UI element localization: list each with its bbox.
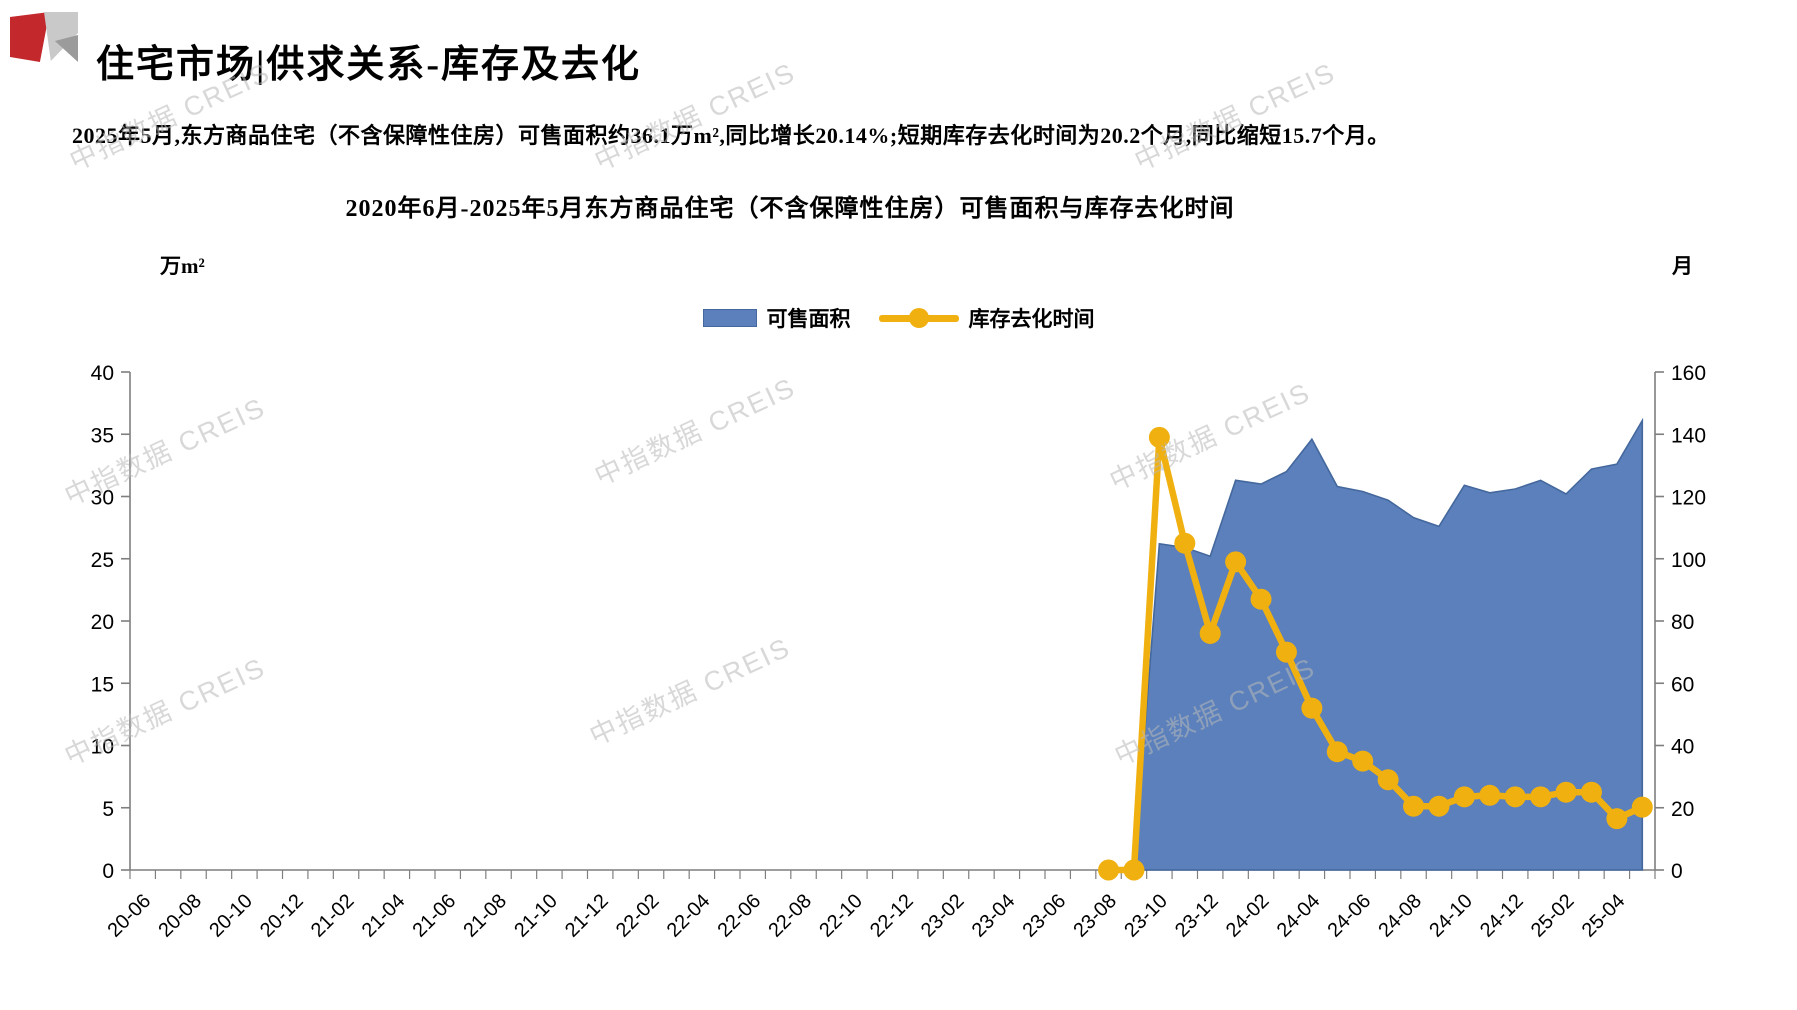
right-axis-tick-label: 20 [1671,798,1694,821]
line-legend-label: 库存去化时间 [968,307,1095,331]
data-point [1098,859,1120,881]
x-axis-tick-label: 22-04 [663,890,715,942]
x-axis-tick-label: 20-06 [104,890,156,942]
x-axis-tick-label: 21-06 [409,890,461,942]
x-axis-tick-label: 23-06 [1019,890,1071,942]
left-axis-tick-label: 15 [91,673,114,696]
left-axis-tick-label: 25 [91,549,114,572]
left-axis-tick-label: 35 [91,424,114,447]
x-axis-tick-label: 24-12 [1476,890,1528,942]
x-axis-tick-label: 23-08 [1069,890,1121,942]
x-axis-tick-label: 22-12 [866,890,918,942]
data-point [1148,426,1170,448]
data-point [1326,741,1348,763]
x-axis-tick-label: 23-12 [1171,890,1223,942]
x-axis-tick-label: 23-02 [917,890,969,942]
x-axis-tick-label: 24-02 [1222,890,1274,942]
right-axis-unit: 月 [1672,254,1693,278]
x-axis-tick-label: 20-10 [205,890,257,942]
x-axis-tick-label: 24-08 [1374,890,1426,942]
x-axis-tick-label: 21-02 [307,890,359,942]
right-axis-tick-label: 0 [1671,860,1683,883]
creis-logo [10,12,78,62]
summary-text: 2025年5月,东方商品住宅（不含保障性住房）可售面积约36.1万m²,同比增长… [72,123,1390,148]
left-axis-tick-label: 40 [91,362,114,385]
left-axis-tick-label: 0 [102,860,114,883]
data-point [1174,532,1196,554]
data-point [1453,786,1475,808]
data-point [1225,551,1247,573]
x-axis-tick-label: 21-12 [561,890,613,942]
x-axis-tick-label: 21-08 [459,890,511,942]
right-axis-tick-label: 100 [1671,549,1706,572]
area-legend-label: 可售面积 [766,307,851,331]
data-point [1275,641,1297,663]
area-series [1133,417,1644,871]
x-axis-tick-label: 22-08 [764,890,816,942]
x-axis-tick-label: 20-12 [256,890,308,942]
data-point [1504,786,1526,808]
left-axis-unit: 万m² [160,254,205,278]
x-axis-tick-label: 22-06 [714,890,766,942]
data-point [1352,750,1374,772]
left-axis-tick-label: 30 [91,487,114,510]
data-point [1631,796,1653,818]
right-axis-tick-label: 120 [1671,487,1706,510]
x-axis-tick-label: 22-02 [612,890,664,942]
x-axis-tick-label: 25-02 [1527,890,1579,942]
data-point [1479,784,1501,806]
chart-title: 2020年6月-2025年5月东方商品住宅（不含保障性住房）可售面积与库存去化时… [345,196,1235,222]
x-axis-tick-label: 24-04 [1273,890,1325,942]
x-axis-tick-label: 24-06 [1324,890,1376,942]
data-point [1530,786,1552,808]
x-axis-tick-label: 23-10 [1120,890,1172,942]
line-series [1105,434,1646,874]
data-point [1250,588,1272,610]
right-axis-tick-label: 140 [1671,424,1706,447]
data-point [1606,808,1628,830]
data-point [1428,795,1450,817]
left-axis-tick-label: 5 [102,798,114,821]
data-point [1123,859,1145,881]
left-axis-tick-label: 10 [91,736,114,759]
right-axis-tick-label: 160 [1671,362,1706,385]
data-point [1580,781,1602,803]
x-axis-tick-label: 23-04 [968,890,1020,942]
data-point [1555,781,1577,803]
page-title: 住宅市场|供求关系-库存及去化 [96,44,642,87]
chart-legend: 可售面积 库存去化时间 [0,303,1797,333]
data-point [1403,795,1425,817]
x-axis-tick-label: 21-04 [358,890,410,942]
x-axis-tick-label: 20-08 [154,890,206,942]
data-point [1377,769,1399,791]
x-axis-tick-label: 21-10 [510,890,562,942]
line-legend-dot-icon [908,308,929,328]
data-point [1199,622,1221,644]
right-axis-tick-label: 40 [1671,736,1694,759]
right-axis-tick-label: 80 [1671,611,1694,634]
left-axis-tick-label: 20 [91,611,114,634]
area-legend-swatch [702,309,757,327]
x-axis-tick-label: 24-10 [1425,890,1477,942]
x-axis-tick-label: 22-10 [815,890,867,942]
line-legend-swatch [878,308,959,328]
data-point [1301,697,1323,719]
x-axis-tick-label: 25-04 [1578,890,1630,942]
right-axis-tick-label: 60 [1671,673,1694,696]
